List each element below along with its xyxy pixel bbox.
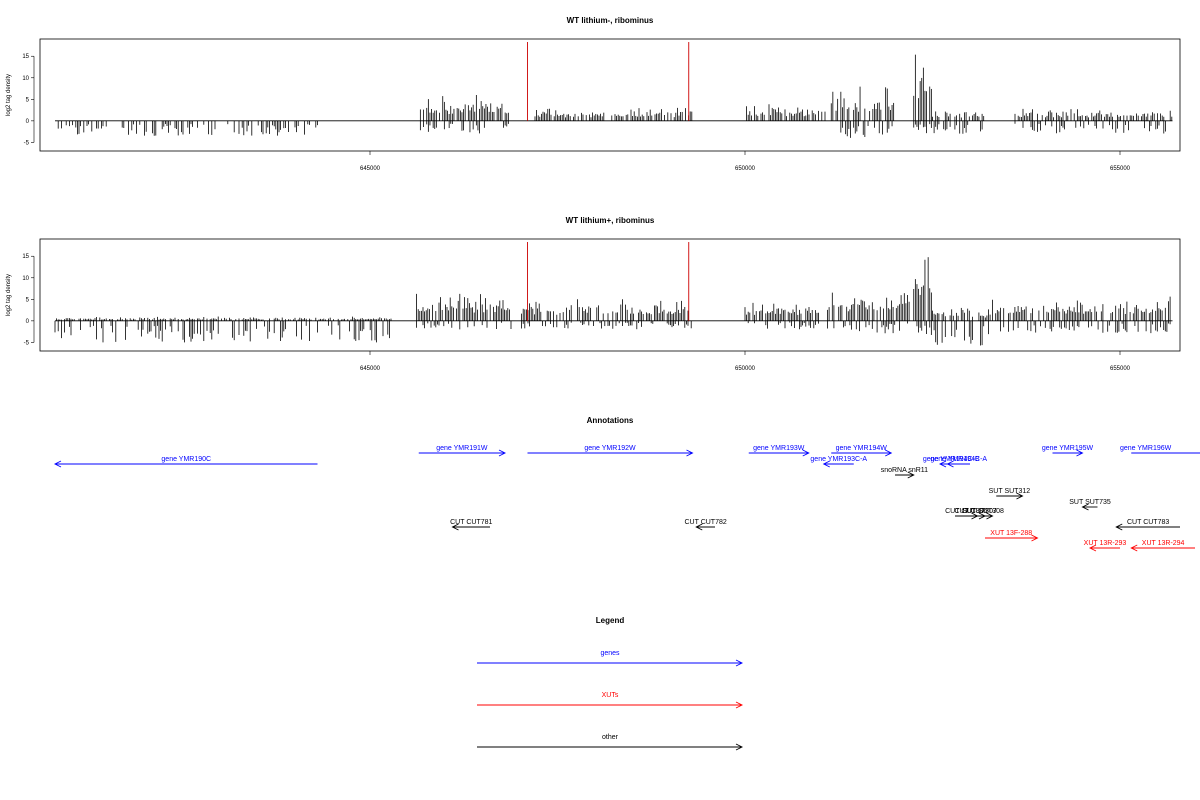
y-axis-label: log2 tag density	[6, 74, 12, 116]
feature-arrowhead	[498, 449, 507, 457]
panel-title: WT lithium-, ribominus	[567, 16, 654, 25]
feature-arrowhead	[885, 449, 893, 457]
annotations-title: Annotations	[587, 416, 634, 425]
feature-label: gene YMR196W	[1120, 445, 1172, 452]
x-tick-label: 645000	[360, 366, 381, 372]
feature-label: gene YMR194C-B	[923, 456, 980, 463]
feature-label: CUT CUT783	[1127, 519, 1169, 526]
annotations-track: Annotations gene YMR190C gene YMR191W gene…	[53, 416, 1200, 552]
feature-label: gene YMR193C-A	[810, 456, 867, 463]
legend-title: Legend	[596, 616, 625, 625]
feature-arrowhead	[1115, 523, 1123, 531]
feature-label: CUT CUT781	[450, 519, 492, 526]
feature-arrowhead	[1088, 544, 1097, 552]
legend: Legend genes XUTs other	[477, 616, 744, 751]
x-tick-label: 645000	[360, 166, 381, 172]
feature-arrowhead	[53, 460, 62, 468]
y-tick-label: 10	[22, 76, 29, 82]
feature-label: snoRNA snR11	[881, 467, 928, 474]
y-axis-label: log2 tag density	[6, 274, 12, 316]
feature-arrowhead	[1081, 503, 1089, 511]
legend-arrowhead	[735, 701, 744, 709]
feature-arrowhead	[451, 523, 459, 531]
x-tick-label: 650000	[735, 166, 756, 172]
feature-label: CUT CUT307	[954, 508, 996, 515]
legend-label: XUTs	[602, 692, 619, 699]
x-tick-label: 650000	[735, 366, 756, 372]
y-tick-label: -5	[24, 140, 30, 146]
y-tick-label: 15	[22, 54, 29, 60]
y-tick-label: 15	[22, 254, 29, 260]
plot-frame	[39, 38, 1181, 152]
feature-arrowhead	[1031, 534, 1039, 542]
legend-label: genes	[600, 650, 620, 657]
panel-lithium-minus: WT lithium-, ribominus log2 tag density …	[6, 16, 1181, 172]
feature-label: CUT CUT306	[945, 508, 987, 515]
feature-label: SUT SUT312	[989, 488, 1031, 495]
feature-arrowhead	[802, 449, 810, 457]
feature-label: XUT 13F-288	[990, 530, 1032, 537]
plot-frame	[39, 238, 1181, 352]
feature-label: gene YMR190C	[161, 456, 211, 463]
feature-label: gene YMR194C-A	[930, 456, 987, 463]
feature-arrowhead	[695, 523, 703, 531]
feature-arrowhead	[1076, 449, 1084, 457]
legend-arrowhead	[735, 659, 744, 667]
y-tick-label: 10	[22, 276, 29, 282]
feature-arrowhead	[938, 460, 947, 468]
feature-label: SUT SUT735	[1069, 499, 1111, 506]
legend-label: other	[602, 734, 619, 741]
feature-label: gene YMR191W	[436, 445, 488, 452]
panel-lithium-plus: WT lithium+, ribominus log2 tag density …	[6, 216, 1181, 372]
x-tick-label: 655000	[1110, 366, 1131, 372]
feature-arrowhead	[822, 460, 830, 468]
y-tick-label: 5	[26, 297, 30, 303]
feature-label: XUT 13R-293	[1084, 540, 1127, 547]
y-tick-label: 0	[26, 319, 30, 325]
feature-label: gene YMR192W	[584, 445, 636, 452]
feature-label: CUT CUT782	[684, 519, 726, 526]
feature-arrowhead	[1130, 544, 1138, 552]
feature-arrowhead	[686, 449, 694, 457]
feature-arrowhead	[907, 471, 915, 479]
feature-label: gene YMR194W	[836, 445, 888, 452]
feature-label: SUT SUT308	[962, 508, 1004, 515]
y-tick-label: 5	[26, 97, 30, 103]
x-tick-label: 655000	[1110, 166, 1131, 172]
feature-label: XUT 13R-294	[1142, 540, 1185, 547]
feature-label: gene YMR195W	[1042, 445, 1094, 452]
y-tick-label: 0	[26, 119, 30, 125]
feature-label: gene YMR193W	[753, 445, 805, 452]
y-tick-label: -5	[24, 340, 30, 346]
feature-arrowhead	[986, 512, 994, 520]
panel-title: WT lithium+, ribominus	[566, 216, 655, 225]
legend-arrowhead	[735, 743, 744, 751]
feature-arrowhead	[1016, 492, 1024, 500]
